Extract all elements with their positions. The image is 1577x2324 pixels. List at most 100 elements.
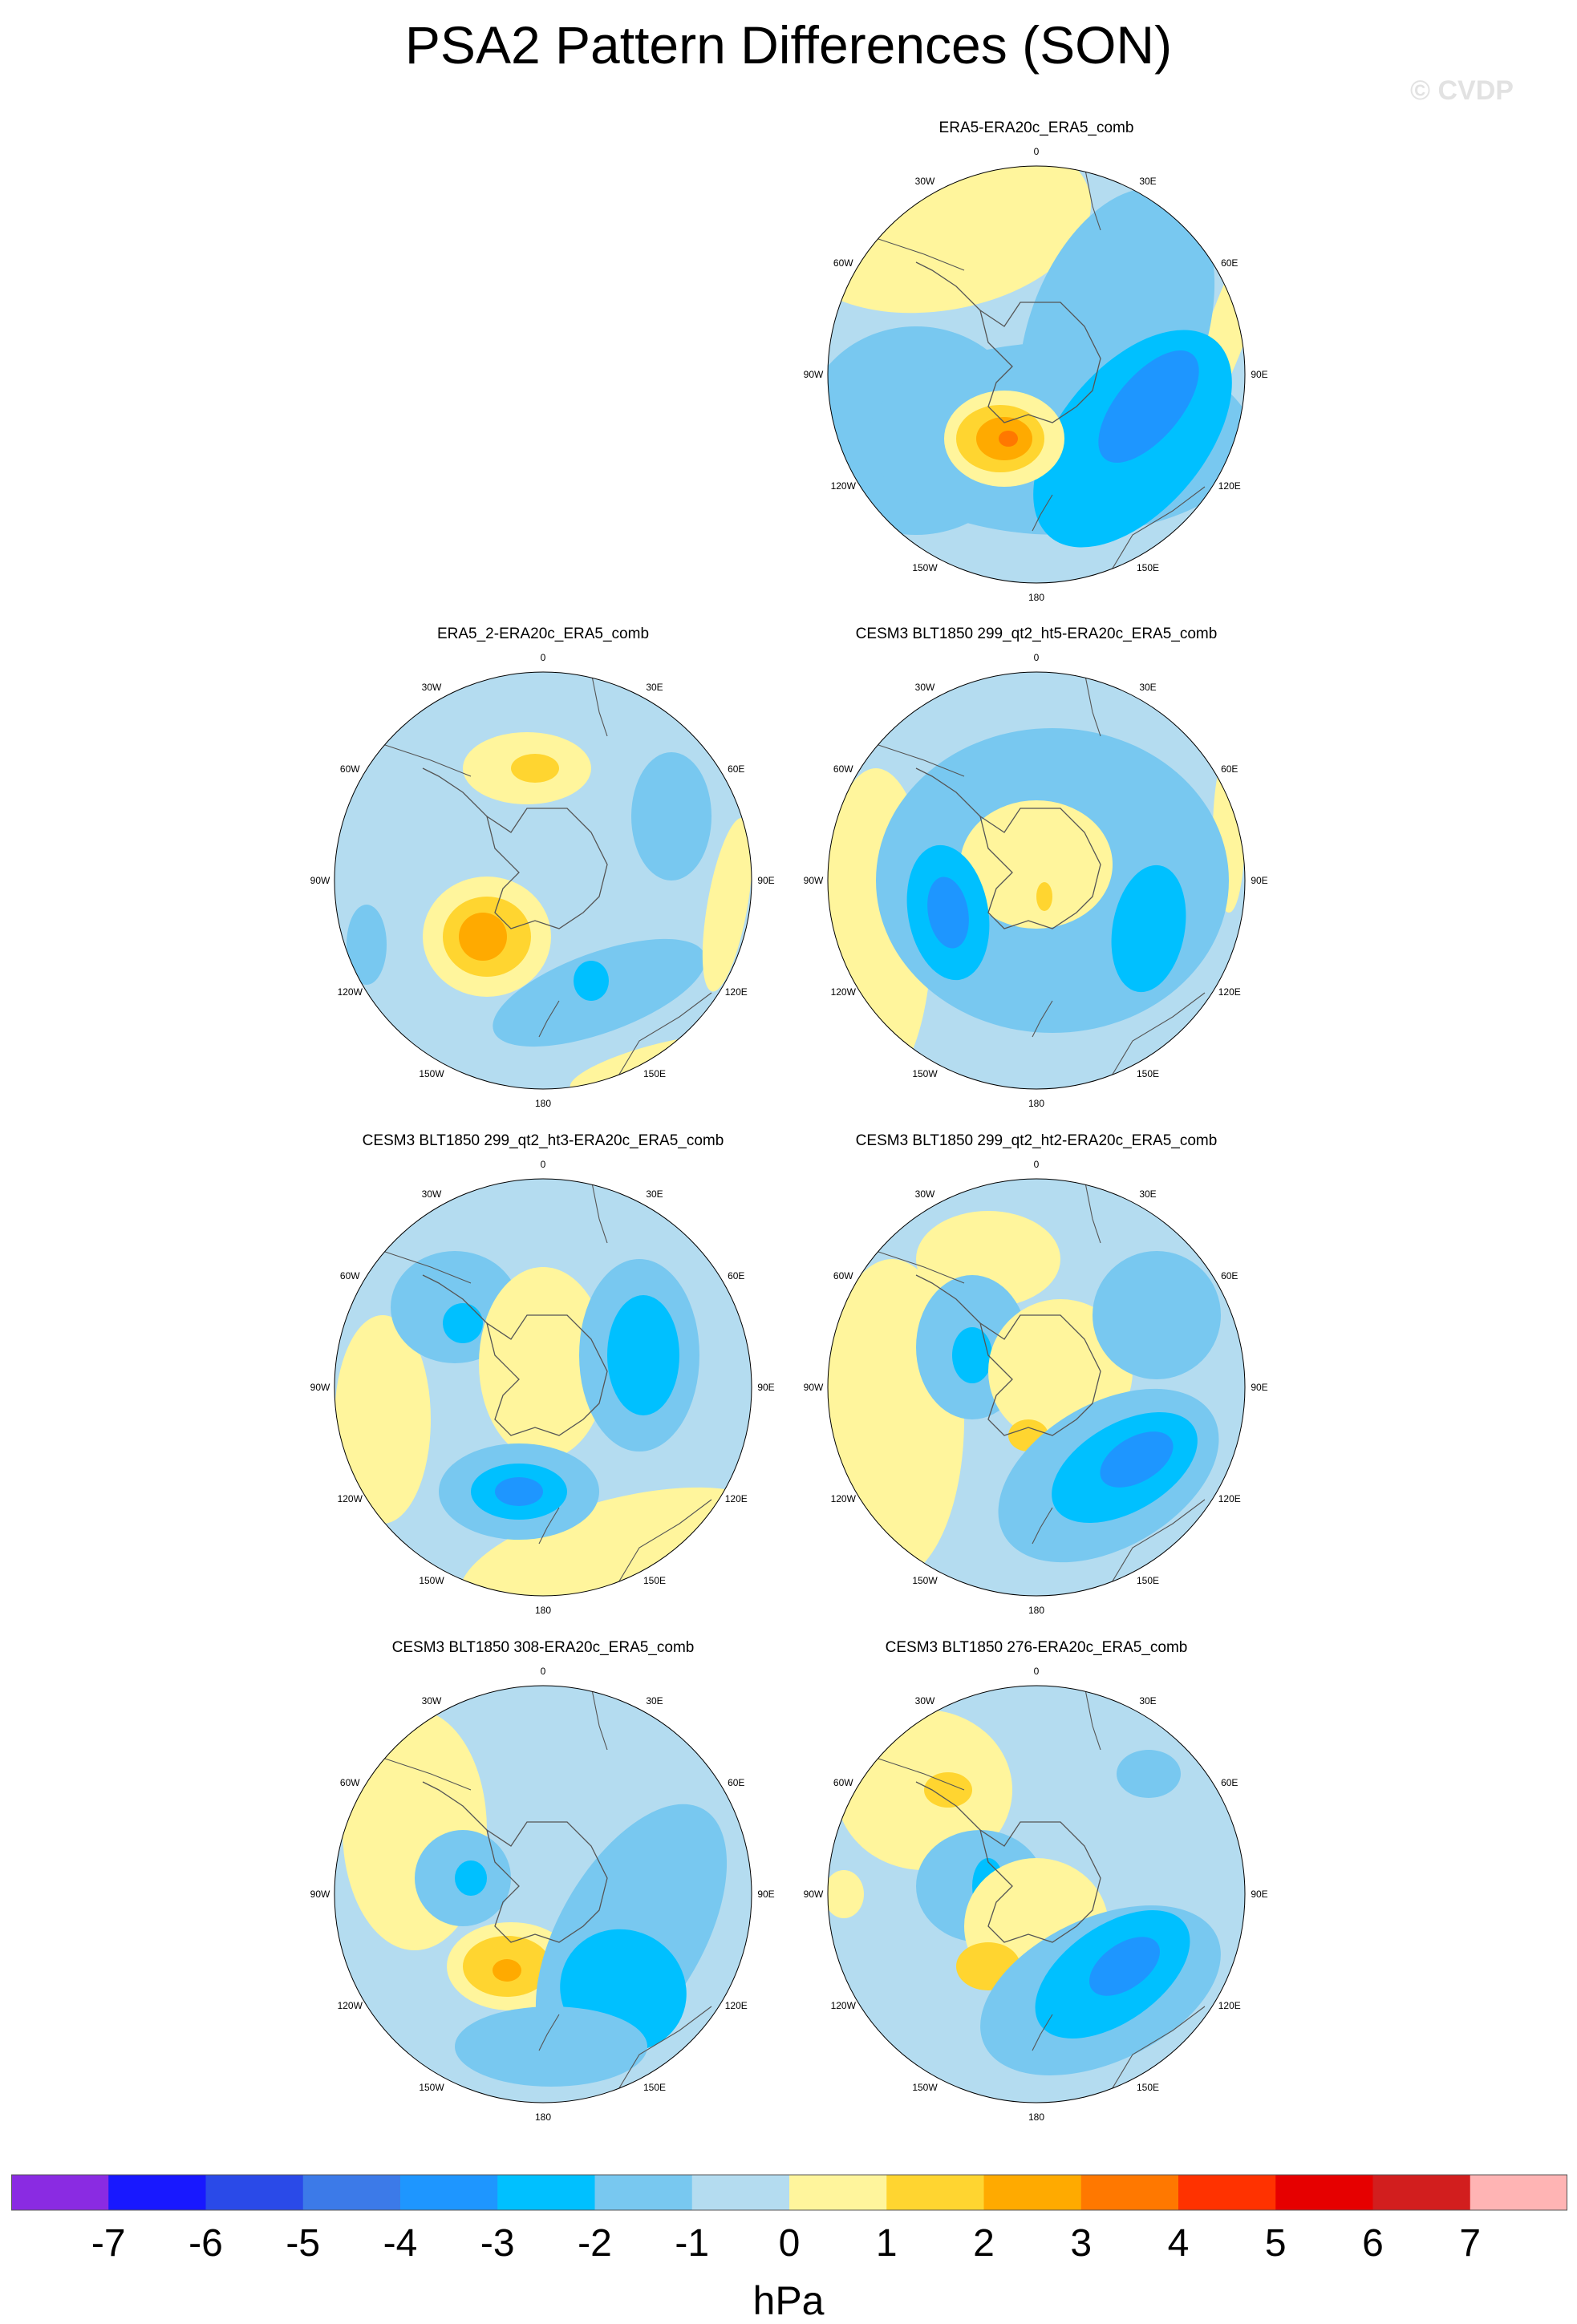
longitude-label: 90W bbox=[804, 1889, 824, 1900]
africa-coastline bbox=[590, 1179, 608, 1244]
colorbar-tick-label: -6 bbox=[189, 2222, 223, 2265]
south-america-coastline bbox=[875, 237, 965, 271]
longitude-label: 30W bbox=[915, 1695, 935, 1707]
longitude-label: 180 bbox=[1028, 2111, 1044, 2123]
map-border bbox=[334, 1178, 752, 1597]
longitude-label: 180 bbox=[535, 1098, 551, 1109]
longitude-label: 90E bbox=[757, 1382, 774, 1393]
contour-fill bbox=[455, 2006, 647, 2087]
colorbar-swatch bbox=[1080, 2175, 1179, 2210]
longitude-label: 120W bbox=[831, 2000, 857, 2011]
longitude-label: 30E bbox=[646, 1695, 663, 1707]
longitude-label: 0 bbox=[1034, 1666, 1040, 1677]
longitude-label: 120E bbox=[725, 1493, 748, 1504]
contour-fill bbox=[479, 1267, 607, 1460]
longitude-label: 60E bbox=[1221, 763, 1238, 775]
contour-fill bbox=[1111, 864, 1186, 993]
new-zealand-coastline bbox=[538, 2014, 560, 2051]
contour-fill bbox=[1100, 1431, 1174, 1488]
peninsula-coastline bbox=[422, 1781, 488, 1831]
longitude-label: 150E bbox=[1137, 1068, 1159, 1079]
colorbar-tick-label: -5 bbox=[286, 2222, 321, 2265]
map-border bbox=[827, 165, 1246, 584]
longitude-label: 150E bbox=[1137, 1575, 1159, 1586]
contour-fill bbox=[459, 1487, 752, 1596]
south-america-coastline bbox=[875, 743, 965, 777]
colorbar-swatch bbox=[400, 2175, 498, 2210]
colorbar-tick-label: 2 bbox=[973, 2222, 995, 2265]
colorbar-tick-label: 3 bbox=[1070, 2222, 1093, 2265]
longitude-label: 60W bbox=[340, 1777, 360, 1788]
contour-fill bbox=[443, 1303, 483, 1343]
colorbar-tick-label: -1 bbox=[675, 2222, 710, 2265]
antarctica-coastline bbox=[485, 808, 608, 929]
map-border bbox=[827, 671, 1246, 1090]
longitude-label: 0 bbox=[541, 1666, 546, 1677]
panel-title: CESM3 BLT1850 276-ERA20c_ERA5_comb bbox=[885, 1639, 1188, 1656]
polar-map: 0 30E 60E 90E 120E 150E 180 150W 120W 90W 60W 30W bbox=[804, 1666, 1268, 2123]
contour-fill bbox=[1093, 1251, 1221, 1379]
map-border bbox=[827, 1685, 1246, 2103]
longitude-label: 120E bbox=[1218, 986, 1241, 998]
new-zealand-coastline bbox=[1032, 2014, 1053, 2051]
polar-map: 0 30E 60E 90E 120E 150E 180 150W 120W 90W 60W 30W bbox=[310, 1159, 775, 1616]
longitude-label: 0 bbox=[1034, 652, 1040, 663]
map-border bbox=[334, 671, 752, 1090]
peninsula-coastline bbox=[915, 261, 981, 311]
panel-title: CESM3 BLT1850 299_qt2_ht2-ERA20c_ERA5_co… bbox=[855, 1132, 1218, 1149]
contour-fill bbox=[1117, 1750, 1181, 1798]
africa-coastline bbox=[1084, 166, 1101, 231]
longitude-label: 150W bbox=[912, 562, 938, 573]
longitude-label: 120W bbox=[338, 2000, 363, 2011]
australia-coastline bbox=[1108, 1499, 1206, 1589]
colorbar-swatch bbox=[691, 2175, 790, 2210]
polar-map: 0 30E 60E 90E 120E 150E 180 150W 120W 90W 60W 30W bbox=[804, 1159, 1268, 1616]
new-zealand-coastline bbox=[1032, 494, 1053, 532]
contour-fill bbox=[999, 431, 1018, 447]
new-zealand-coastline bbox=[1032, 1507, 1053, 1545]
longitude-label: 180 bbox=[1028, 1098, 1044, 1109]
colorbar-tick-label: -4 bbox=[383, 2222, 418, 2265]
contour-fill bbox=[702, 817, 752, 992]
colorbar-swatch bbox=[594, 2175, 693, 2210]
longitude-label: 120E bbox=[725, 2000, 748, 2011]
colorbar-swatch bbox=[497, 2175, 595, 2210]
longitude-label: 60E bbox=[1221, 1777, 1238, 1788]
longitude-label: 60E bbox=[728, 1270, 744, 1281]
longitude-label: 150W bbox=[419, 2082, 444, 2093]
polar-map: 0 30E 60E 90E 120E 150E 180 150W 120W 90W 60W 30W bbox=[804, 146, 1268, 603]
africa-coastline bbox=[590, 1686, 608, 1751]
longitude-label: 150E bbox=[1137, 2082, 1159, 2093]
contour-fill bbox=[574, 961, 609, 1001]
longitude-label: 90E bbox=[1251, 1889, 1267, 1900]
panel-title: ERA5-ERA20c_ERA5_comb bbox=[938, 119, 1134, 136]
map-border bbox=[334, 1685, 752, 2103]
colorbar-tick-label: 0 bbox=[778, 2222, 801, 2265]
australia-coastline bbox=[614, 992, 712, 1082]
antarctica-coastline bbox=[979, 1821, 1101, 1943]
longitude-label: 90W bbox=[804, 369, 824, 380]
longitude-label: 30W bbox=[422, 1188, 442, 1200]
antarctica-coastline bbox=[485, 1314, 608, 1436]
contour-fill bbox=[347, 905, 387, 985]
south-america-coastline bbox=[382, 1250, 472, 1284]
longitude-label: 90W bbox=[310, 1889, 330, 1900]
antarctica-coastline bbox=[979, 808, 1101, 929]
polar-map: 0 30E 60E 90E 120E 150E 180 150W 120W 90W 60W 30W bbox=[310, 652, 775, 1109]
longitude-label: 30E bbox=[646, 1188, 663, 1200]
longitude-label: 60E bbox=[728, 763, 744, 775]
antarctica-coastline bbox=[979, 1314, 1101, 1436]
longitude-label: 120W bbox=[338, 1493, 363, 1504]
longitude-label: 30W bbox=[422, 682, 442, 693]
colorbar-tick-label: 5 bbox=[1264, 2222, 1287, 2265]
south-america-coastline bbox=[875, 1250, 965, 1284]
colorbar-swatch bbox=[11, 2175, 109, 2210]
longitude-label: 90W bbox=[804, 1382, 824, 1393]
peninsula-coastline bbox=[915, 767, 981, 817]
contour-fill bbox=[455, 1860, 487, 1896]
peninsula-coastline bbox=[915, 1781, 981, 1831]
longitude-label: 60W bbox=[833, 1270, 853, 1281]
contour-fill bbox=[952, 1327, 992, 1383]
longitude-label: 60E bbox=[1221, 1270, 1238, 1281]
new-zealand-coastline bbox=[538, 1000, 560, 1038]
